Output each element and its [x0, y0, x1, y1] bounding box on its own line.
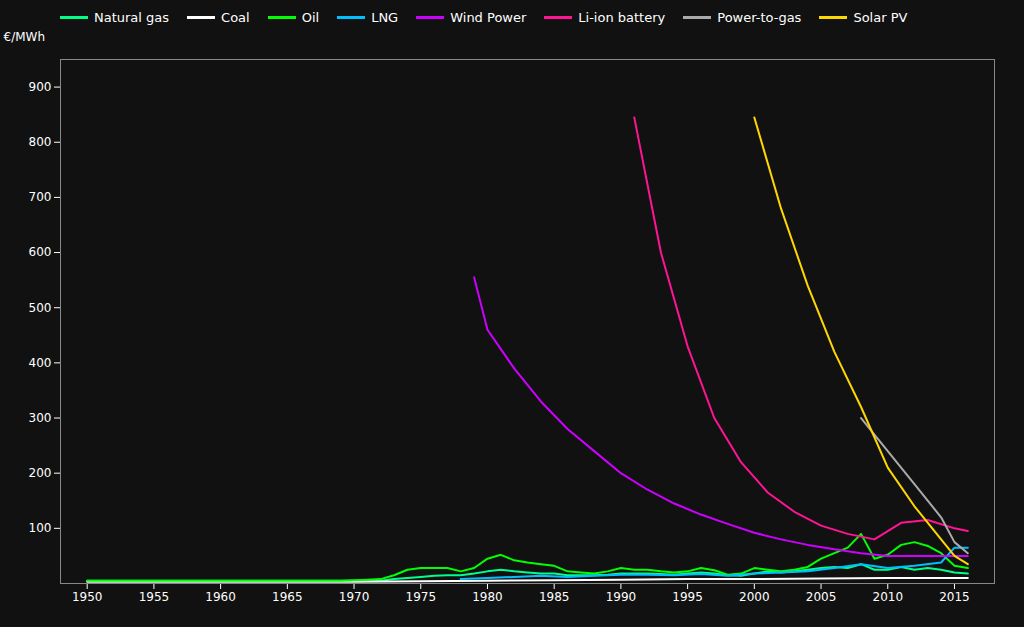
svg-text:2005: 2005: [806, 590, 837, 604]
svg-text:1970: 1970: [339, 590, 370, 604]
svg-text:1995: 1995: [672, 590, 703, 604]
html-text:Solar PV: Solar PV: [853, 10, 908, 25]
svg-text:2015: 2015: [939, 590, 970, 604]
svg-text:800: 800: [29, 135, 52, 149]
svg-text:1985: 1985: [539, 590, 570, 604]
svg-text:1950: 1950: [72, 590, 103, 604]
html-text:Power-to-gas: Power-to-gas: [717, 10, 802, 25]
html-text:LNG: LNG: [371, 10, 399, 25]
svg-text:500: 500: [29, 301, 52, 315]
svg-text:100: 100: [29, 521, 52, 535]
svg-text:700: 700: [29, 190, 52, 204]
html-text:Coal: Coal: [221, 10, 250, 25]
svg-text:900: 900: [29, 80, 52, 94]
svg-text:1975: 1975: [405, 590, 436, 604]
html-text:Wind Power: Wind Power: [450, 10, 527, 25]
svg-text:2000: 2000: [739, 590, 770, 604]
svg-text:1990: 1990: [606, 590, 637, 604]
html-text:Oil: Oil: [301, 10, 320, 25]
svg-text:2010: 2010: [872, 590, 903, 604]
svg-text:1965: 1965: [272, 590, 303, 604]
svg-text:300: 300: [29, 411, 52, 425]
svg-text:1960: 1960: [205, 590, 236, 604]
svg-text:1980: 1980: [472, 590, 503, 604]
svg-text:200: 200: [29, 466, 52, 480]
html-text:Natural gas: Natural gas: [94, 10, 170, 25]
svg-text:€/MWh: €/MWh: [4, 30, 46, 44]
svg-text:400: 400: [29, 356, 52, 370]
svg-text:600: 600: [29, 245, 52, 259]
svg-text:1955: 1955: [139, 590, 170, 604]
html-text:Li-ion battery: Li-ion battery: [578, 10, 666, 25]
